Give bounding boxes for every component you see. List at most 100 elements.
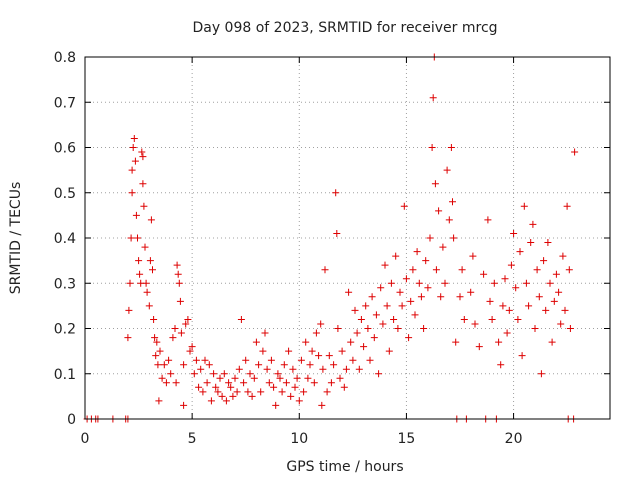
data-point [471, 320, 479, 328]
data-point [443, 166, 451, 174]
data-point [308, 347, 316, 355]
data-point [449, 198, 456, 206]
data-point [347, 338, 355, 346]
data-point [169, 334, 177, 342]
data-point [272, 401, 280, 409]
data-point [540, 257, 548, 265]
y-tick-label: 0.7 [54, 95, 76, 111]
data-point [417, 293, 425, 301]
y-axis-label: SRMTID / TECUs [8, 182, 24, 295]
data-point [405, 334, 413, 342]
data-point [192, 356, 200, 364]
data-point [151, 334, 159, 342]
y-tick-label: 0.4 [54, 231, 76, 247]
data-point [332, 189, 340, 197]
data-point [510, 230, 518, 237]
data-point [205, 361, 213, 369]
data-point [140, 202, 148, 210]
data-point [274, 370, 282, 378]
x-tick-label: 15 [398, 431, 416, 447]
data-point [422, 257, 430, 265]
data-point [139, 180, 147, 188]
data-point [165, 356, 173, 364]
data-point [297, 356, 305, 364]
data-point [156, 347, 164, 355]
data-point [154, 361, 162, 369]
data-point [571, 148, 579, 156]
data-point [334, 325, 342, 332]
data-point [212, 383, 220, 391]
data-point [458, 266, 466, 274]
data-point [214, 388, 222, 396]
data-point [218, 392, 226, 400]
data-point [400, 202, 408, 210]
data-point [149, 266, 156, 274]
data-point [428, 144, 436, 151]
data-point [411, 311, 419, 319]
data-point [153, 338, 161, 346]
data-point [197, 365, 205, 373]
data-point [263, 365, 271, 373]
data-point [201, 356, 209, 364]
data-point [312, 329, 320, 337]
data-point [445, 216, 453, 224]
data-point [432, 266, 440, 274]
data-point [285, 347, 293, 355]
data-point [310, 379, 318, 387]
data-point [396, 288, 404, 296]
x-tick-label: 20 [505, 431, 523, 447]
data-point [333, 230, 341, 237]
data-point [138, 148, 146, 156]
data-point [180, 361, 188, 369]
data-point [447, 144, 455, 151]
data-point [437, 293, 445, 301]
data-point [441, 279, 449, 287]
data-point [315, 352, 323, 360]
x-tick-label: 5 [188, 431, 197, 447]
data-point [129, 144, 137, 151]
data-point [270, 383, 278, 391]
data-point [207, 397, 215, 405]
y-tick-label: 0.3 [54, 276, 76, 292]
data-point [394, 325, 402, 332]
data-point [435, 207, 443, 215]
data-point [126, 279, 134, 287]
data-point [321, 266, 329, 274]
y-tick-label: 0 [67, 412, 76, 428]
data-point [420, 325, 428, 332]
data-point [525, 302, 533, 310]
axis-ticks: 0 0.1 0.2 0.3 0.4 0.5 0.6 0.7 0.8 0 5 10 15 20 [54, 50, 610, 447]
data-point [372, 311, 380, 319]
data-point [512, 284, 520, 292]
data-point [415, 279, 423, 287]
y-tick-label: 0.5 [54, 186, 76, 202]
data-point [229, 392, 237, 400]
data-point [210, 370, 218, 378]
data-point [345, 288, 353, 296]
data-point [362, 302, 370, 310]
data-point [377, 284, 385, 292]
data-point [368, 293, 376, 301]
data-point [255, 361, 263, 369]
data-point [306, 361, 314, 369]
data-point [550, 297, 558, 305]
data-point [495, 338, 503, 346]
data-point [330, 361, 338, 369]
data-point [195, 383, 203, 391]
data-point [349, 356, 357, 364]
y-tick-label: 0.8 [54, 50, 76, 66]
data-point [188, 343, 196, 351]
data-point [336, 374, 344, 382]
data-point [141, 243, 149, 251]
data-point [136, 270, 144, 278]
x-tick-label: 10 [290, 431, 308, 447]
data-point [566, 325, 574, 332]
data-point [503, 329, 511, 337]
data-point [235, 365, 243, 373]
data-point [475, 343, 483, 351]
data-point [319, 365, 327, 373]
data-point [537, 370, 545, 378]
data-point [544, 239, 552, 246]
data-point [507, 261, 515, 269]
